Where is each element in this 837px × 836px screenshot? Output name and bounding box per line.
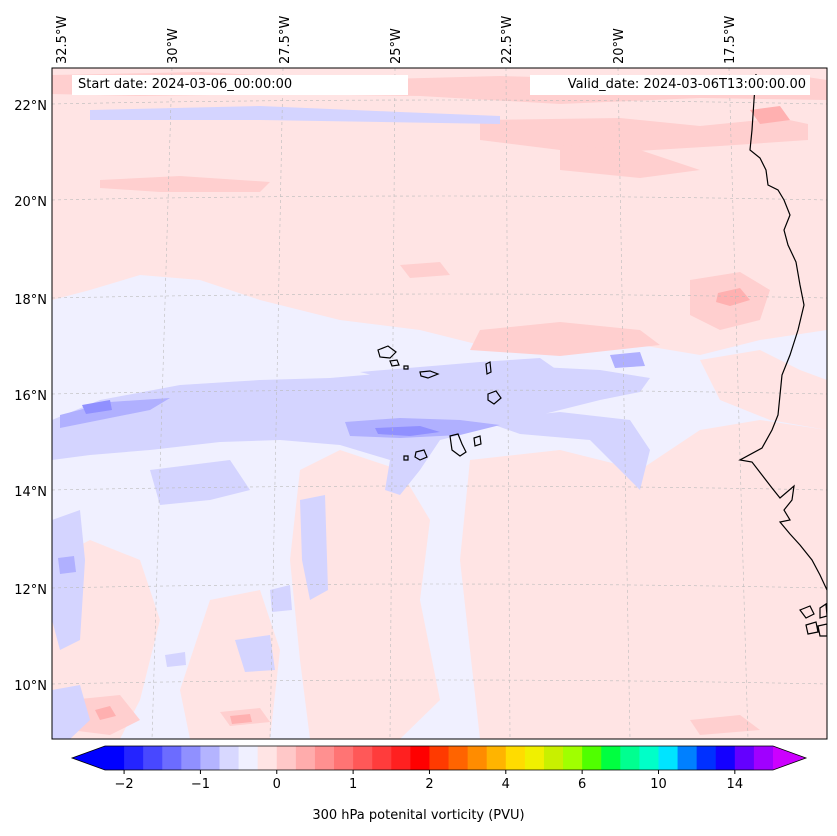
colorbar-segment <box>543 746 564 770</box>
colorbar-tick-label: 1 <box>349 777 357 792</box>
colorbar <box>70 745 808 771</box>
colorbar-segment <box>334 746 354 770</box>
island-santo-antao <box>377 345 397 359</box>
colorbar-segment <box>601 746 621 770</box>
island-maio <box>473 435 482 447</box>
colorbar-segment <box>734 746 755 770</box>
colorbar-segment <box>429 746 450 770</box>
colorbar-segment <box>276 746 297 770</box>
colorbar-segment <box>410 746 430 770</box>
colorbar-segment <box>219 746 240 770</box>
cape-verde-islands <box>377 345 502 461</box>
colorbar-tick-label: 0 <box>273 777 281 792</box>
lat-label: 18°N <box>14 293 47 308</box>
colorbar-segment <box>753 746 774 770</box>
island-sao-vicente <box>389 359 400 367</box>
colorbar-tick-label: 6 <box>578 777 586 792</box>
start-date-label: Start date: 2024-03-06_00:00:00 <box>72 75 408 95</box>
colorbar-segment <box>105 746 125 770</box>
lon-label: 22.5°W <box>500 16 515 64</box>
colorbar-segment <box>677 746 698 770</box>
colorbar-segment <box>314 746 335 770</box>
colorbar-outline <box>70 745 808 771</box>
colorbar-segment <box>658 746 679 770</box>
island-sal <box>485 361 492 375</box>
colorbar-segment <box>200 746 221 770</box>
latitude-labels: 22°N 20°N 18°N 16°N 14°N 12°N 10°N <box>14 99 47 694</box>
africa-coastline <box>738 73 827 591</box>
colorbar-segment <box>143 746 163 770</box>
lat-label: 14°N <box>14 485 47 500</box>
colorbar-segment <box>181 746 201 770</box>
colorbar-segment <box>715 746 736 770</box>
colorbar-segment <box>372 746 392 770</box>
island-fogo <box>414 449 428 461</box>
colorbar-segment <box>162 746 182 770</box>
africa-coastline-south <box>799 602 827 637</box>
lon-label: 20°W <box>612 28 627 64</box>
island-santa-luzia <box>403 365 409 370</box>
lon-label: 25°W <box>389 28 404 64</box>
pv-contour-strong-positive <box>95 106 790 724</box>
colorbar-segment <box>620 746 640 770</box>
colorbar-tick-label: 2 <box>425 777 433 792</box>
colorbar-segment <box>467 746 488 770</box>
island-sao-nicolau <box>419 370 440 379</box>
map-gridlines <box>52 68 827 739</box>
lon-label: 17.5°W <box>723 16 738 64</box>
lon-label: 30°W <box>166 28 181 64</box>
colorbar-segment <box>524 746 545 770</box>
island-boa-vista <box>487 390 502 405</box>
colorbar-tick-label: 14 <box>727 777 744 792</box>
colorbar-segment <box>582 746 602 770</box>
colorbar-tick-label: −1 <box>191 777 210 792</box>
colorbar-segment <box>448 746 469 770</box>
colorbar-segment <box>563 746 583 770</box>
colorbar-segment <box>238 746 259 770</box>
map-border <box>51 67 828 740</box>
lon-label: 32.5°W <box>55 16 70 64</box>
lat-label: 20°N <box>14 195 47 210</box>
colorbar-segment <box>124 746 144 770</box>
lat-label: 16°N <box>14 389 47 404</box>
colorbar-segment <box>505 746 526 770</box>
colorbar-segment <box>639 746 659 770</box>
pv-contour-strong-negative <box>82 400 440 436</box>
colorbar-segment <box>257 746 278 770</box>
map-area <box>52 68 827 739</box>
colorbar-ticks: −2 −1 0 1 2 4 6 10 14 <box>114 770 743 792</box>
colorbar-segment <box>486 746 507 770</box>
lat-label: 10°N <box>14 679 47 694</box>
colorbar-tick-label: −2 <box>114 777 133 792</box>
colorbar-segment <box>696 746 717 770</box>
valid-date-label: Valid_date: 2024-03-06T13:00:00.00 <box>530 75 810 95</box>
colorbar-title: 300 hPa potenital vorticity (PVU) <box>312 808 525 823</box>
island-santiago <box>449 433 467 457</box>
lat-label: 12°N <box>14 583 47 598</box>
colorbar-segment <box>353 746 373 770</box>
lon-label: 27.5°W <box>278 16 293 64</box>
lat-label: 22°N <box>14 99 47 114</box>
colorbar-tick-label: 10 <box>650 777 667 792</box>
colorbar-under-arrow <box>72 746 105 770</box>
colorbar-segment <box>391 746 411 770</box>
colorbar-tick-label: 4 <box>502 777 510 792</box>
colorbar-over-arrow <box>773 746 806 770</box>
colorbar-segment <box>295 746 316 770</box>
island-brava <box>403 455 409 461</box>
longitude-labels: 32.5°W 30°W 27.5°W 25°W 22.5°W 20°W 17.5… <box>55 16 738 64</box>
